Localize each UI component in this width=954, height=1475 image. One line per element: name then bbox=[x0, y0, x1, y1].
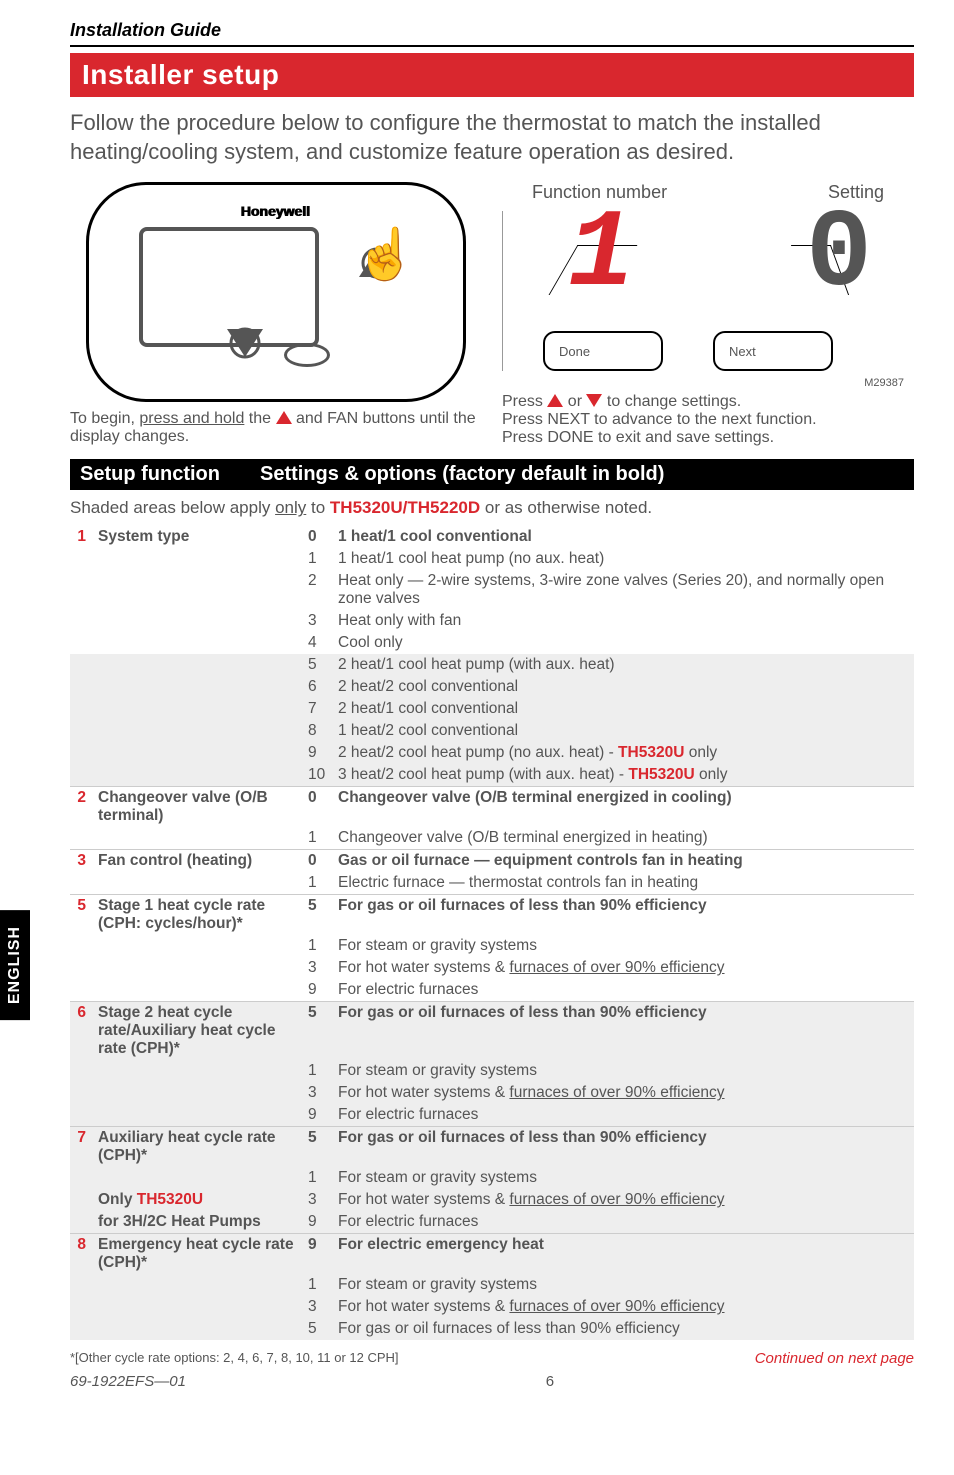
m-ref: M29387 bbox=[864, 377, 904, 389]
opt-val: 1 heat/1 cool conventional bbox=[334, 526, 914, 548]
row-name: System type bbox=[94, 526, 304, 548]
np-model: TH5320U/TH5220D bbox=[330, 498, 480, 517]
language-tab: ENGLISH bbox=[0, 910, 30, 1020]
section-right: Settings & options (factory default in b… bbox=[260, 463, 664, 486]
done-button[interactable]: Done bbox=[543, 331, 663, 371]
up-arrow-icon bbox=[547, 394, 563, 407]
diagram-row: Honeywell ☝ To begin, press and hold the… bbox=[70, 182, 914, 447]
continued-text: Continued on next page bbox=[755, 1350, 914, 1367]
page-title: Installer setup bbox=[70, 53, 914, 97]
settings-table: 1 System type 0 1 heat/1 cool convention… bbox=[70, 526, 914, 1340]
page-number: 6 bbox=[546, 1373, 554, 1390]
cr1: Press bbox=[502, 393, 547, 410]
cap-l-1: To begin, bbox=[70, 410, 139, 427]
table-row: 2Changeover valve (O/B terminal)0Changeo… bbox=[70, 787, 914, 828]
npu: only bbox=[275, 498, 306, 517]
doc-header: Installation Guide bbox=[70, 20, 914, 47]
caption-right: Press or to change settings. Press NEXT … bbox=[502, 393, 914, 447]
footnote-text: *[Other cycle rate options: 2, 4, 6, 7, … bbox=[70, 1350, 399, 1365]
cap-l-2: the bbox=[244, 410, 275, 427]
doc-number: 69-1922EFS—01 bbox=[70, 1373, 186, 1390]
hand-icon: ☝ bbox=[355, 225, 417, 284]
shaded-note: Shaded areas below apply only to TH5320U… bbox=[70, 498, 914, 518]
footer: 69-1922EFS—01 6 bbox=[70, 1373, 914, 1390]
footnote-row: *[Other cycle rate options: 2, 4, 6, 7, … bbox=[70, 1350, 914, 1365]
cr4: Press NEXT to advance to the next functi… bbox=[502, 411, 817, 428]
up-triangle-icon bbox=[276, 411, 292, 424]
diagram-right: Function number Setting 1 0 Done Next M2… bbox=[502, 182, 914, 447]
function-digit: 1 bbox=[568, 193, 626, 318]
cr5: Press DONE to exit and save settings. bbox=[502, 429, 774, 446]
intro-text: Follow the procedure below to configure … bbox=[70, 109, 914, 166]
opt-key: 0 bbox=[304, 526, 334, 548]
caption-left: To begin, press and hold the and FAN but… bbox=[70, 410, 482, 446]
section-left: Setup function bbox=[80, 463, 220, 486]
row-num: 1 bbox=[70, 526, 94, 548]
diagram-left: Honeywell ☝ To begin, press and hold the… bbox=[70, 182, 482, 447]
table-row: 1 System type 0 1 heat/1 cool convention… bbox=[70, 526, 914, 548]
setting-digit: 0 bbox=[806, 193, 864, 318]
down-arrow-icon bbox=[586, 394, 602, 407]
next-button[interactable]: Next bbox=[713, 331, 833, 371]
down-button-illustration bbox=[219, 317, 271, 369]
thermostat-illustration: Honeywell ☝ bbox=[86, 182, 466, 402]
cr2: or bbox=[563, 393, 586, 410]
brand-label: Honeywell bbox=[241, 203, 310, 219]
fan-button-illustration bbox=[284, 343, 330, 367]
np1: Shaded areas below apply bbox=[70, 498, 275, 517]
np2: to bbox=[306, 498, 330, 517]
section-header: Setup function Settings & options (facto… bbox=[70, 459, 914, 490]
cr3: to change settings. bbox=[602, 393, 741, 410]
cap-l-u: press and hold bbox=[139, 410, 244, 427]
display-panel: 1 0 Done Next M29387 bbox=[502, 211, 914, 371]
np3: or as otherwise noted. bbox=[480, 498, 652, 517]
